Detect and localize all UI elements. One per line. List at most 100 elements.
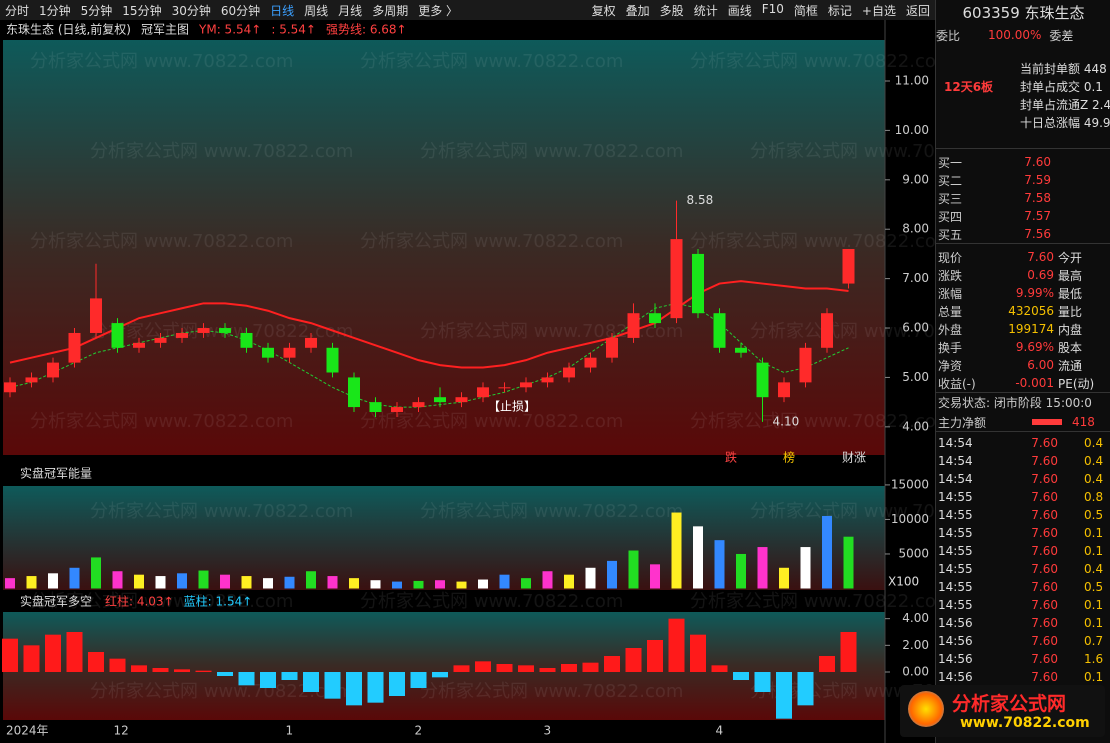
candle-body bbox=[627, 313, 640, 338]
balance-bar bbox=[582, 662, 599, 672]
trade-cell: 14:55 bbox=[938, 490, 973, 504]
row: 买一 7.60 bbox=[936, 153, 1110, 171]
watermark: 分析家公式网 www.70822.com bbox=[690, 231, 935, 252]
volume-bar bbox=[800, 547, 811, 589]
candle-body bbox=[842, 248, 855, 284]
balance-bar bbox=[819, 656, 835, 672]
trade-cell: 7.60 bbox=[1031, 616, 1058, 630]
candle-body bbox=[778, 382, 790, 398]
volume-bar bbox=[822, 515, 832, 589]
toolbar-button[interactable]: 多股 bbox=[659, 3, 684, 18]
cell: 0.69 bbox=[1027, 268, 1054, 282]
candle-body bbox=[133, 342, 145, 348]
balance-bar bbox=[131, 665, 147, 672]
balance-bar bbox=[754, 672, 771, 692]
toolbar-button[interactable]: 更多 〉 bbox=[418, 3, 459, 18]
candle-body bbox=[219, 328, 231, 333]
candle-body bbox=[713, 313, 726, 348]
candle-body bbox=[799, 347, 812, 383]
row: 买五 7.56 bbox=[936, 225, 1110, 243]
toolbar-button[interactable]: F10 bbox=[761, 1, 784, 16]
balance-bar bbox=[367, 672, 384, 703]
balance-bar bbox=[109, 658, 126, 672]
toolbar-button[interactable]: 15分钟 bbox=[122, 3, 162, 18]
balance-bar bbox=[840, 632, 857, 672]
candle-body bbox=[111, 323, 124, 348]
candle-body bbox=[391, 407, 403, 413]
cell: 内盘 bbox=[1058, 322, 1083, 337]
panel-title: 实盘冠军多空 bbox=[20, 594, 92, 609]
toolbar-button[interactable]: 简框 bbox=[793, 3, 818, 18]
cell: 9.69% bbox=[1015, 340, 1054, 354]
volume-bar bbox=[650, 564, 660, 589]
balance-bar bbox=[733, 672, 749, 680]
volume-bar bbox=[779, 567, 789, 589]
y-tick-label: 9.00 bbox=[902, 172, 929, 186]
balance-bar bbox=[88, 652, 104, 672]
candle-body bbox=[369, 402, 382, 413]
stop-label: 【止损】 bbox=[488, 400, 536, 414]
high-label: 8.58 bbox=[687, 193, 714, 207]
toolbar-button[interactable]: 月线 bbox=[338, 3, 363, 18]
toolbar-button[interactable]: 返回 bbox=[905, 3, 930, 18]
toolbar-button[interactable]: 叠加 bbox=[625, 3, 650, 18]
cell: 7.59 bbox=[1024, 173, 1051, 187]
candle-body bbox=[584, 357, 597, 368]
cell: 7.58 bbox=[1024, 191, 1051, 205]
watermark: 分析家公式网 www.70822.com bbox=[750, 681, 935, 702]
candle-body bbox=[68, 332, 81, 363]
candle-body bbox=[670, 239, 683, 319]
cell: 432056 bbox=[1008, 304, 1054, 318]
y-tick-label: 11.00 bbox=[895, 74, 929, 88]
volume-bar bbox=[349, 578, 359, 589]
y-tick-label: 4.00 bbox=[902, 419, 929, 433]
cell: 买二 bbox=[938, 173, 963, 188]
trade-cell: 14:55 bbox=[938, 526, 973, 540]
cell: 外盘 bbox=[938, 322, 963, 337]
trade-cell: 0.1 bbox=[1084, 616, 1104, 630]
toolbar-button[interactable]: 分时 bbox=[5, 3, 30, 18]
cell: 总量 bbox=[938, 304, 963, 319]
balance-bar bbox=[195, 670, 212, 672]
trade-cell: 14:56 bbox=[938, 652, 973, 666]
row: 买四 7.57 bbox=[936, 207, 1110, 225]
trade-cell: 0.1 bbox=[1084, 526, 1104, 540]
panel-title: 实盘冠军能量 bbox=[20, 466, 92, 481]
row: 14:55 7.60 0.1 bbox=[936, 524, 1110, 542]
balance-bar bbox=[217, 672, 233, 676]
toolbar-button[interactable]: 1分钟 bbox=[39, 3, 71, 18]
toolbar-button[interactable]: +自选 bbox=[861, 3, 896, 18]
toolbar-button[interactable]: 日线 bbox=[270, 3, 295, 18]
balance-bar bbox=[45, 634, 61, 672]
net-value: 418 bbox=[1072, 415, 1095, 429]
volume-bar bbox=[26, 576, 37, 589]
row: 委比 100.00% 委差 bbox=[936, 26, 1110, 44]
toolbar-button[interactable]: 画线 bbox=[727, 3, 752, 18]
volume-bar bbox=[499, 574, 510, 589]
volume-bar bbox=[112, 571, 123, 589]
trade-cell: 7.60 bbox=[1031, 436, 1058, 450]
trade-cell: 14:55 bbox=[938, 508, 973, 522]
stock-code: 603359 东珠生态 bbox=[962, 4, 1085, 22]
trade-cell: 0.8 bbox=[1084, 490, 1104, 504]
toolbar-button[interactable]: 5分钟 bbox=[80, 3, 113, 18]
candle-body bbox=[348, 377, 360, 408]
trade-cell: 14:55 bbox=[938, 562, 973, 576]
toolbar-button[interactable]: 30分钟 bbox=[171, 3, 211, 18]
toolbar-button[interactable]: 统计 bbox=[693, 3, 718, 18]
balance-bar bbox=[2, 638, 18, 672]
y-tick-label: 8.00 bbox=[902, 222, 929, 236]
toolbar-button[interactable]: 复权 bbox=[591, 3, 616, 18]
watermark: 分析家公式网 www.70822.com bbox=[30, 591, 293, 612]
legend: 东珠生态 (日线,前复权) bbox=[6, 22, 131, 37]
toolbar-button[interactable]: 周线 bbox=[304, 3, 329, 18]
toolbar-button[interactable]: 多周期 bbox=[372, 3, 409, 18]
toolbar-button[interactable]: 标记 bbox=[827, 3, 852, 18]
toolbar-button[interactable]: 60分钟 bbox=[220, 3, 261, 18]
legend: 红柱: 4.03↑ bbox=[105, 594, 174, 609]
watermark: 分析家公式网 www.70822.com bbox=[30, 411, 293, 432]
cell: 买五 bbox=[938, 227, 963, 242]
balance-bar bbox=[776, 672, 792, 719]
candle-body bbox=[90, 298, 102, 333]
cell: 最高 bbox=[1058, 268, 1083, 283]
